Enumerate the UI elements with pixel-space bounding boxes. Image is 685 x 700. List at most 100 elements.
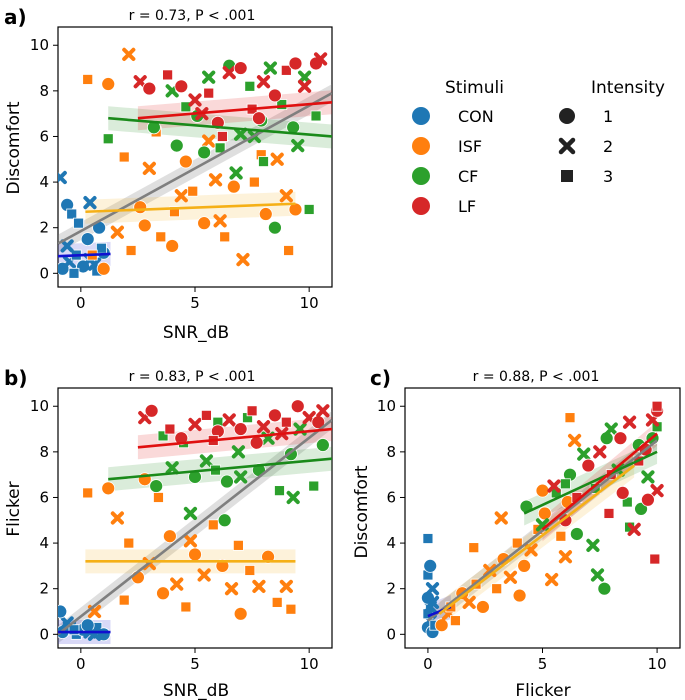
point-lf [288, 56, 303, 71]
point-isf [142, 161, 156, 176]
point-cf [560, 478, 571, 490]
point-lf [268, 88, 282, 103]
point-cf [303, 204, 315, 215]
point-lf [222, 413, 236, 427]
panel-c-x-label: Flicker [515, 681, 570, 700]
point-isf [252, 579, 266, 594]
legend-con-label: CON [458, 107, 494, 126]
point-isf [202, 134, 216, 148]
panel-c: c) r = 0.88, P < .001 0 5 10 0 2 4 6 8 10 Flicke… [352, 366, 681, 700]
point-isf [517, 558, 532, 573]
y-tick-label: 8 [386, 443, 396, 461]
point-con [95, 242, 107, 254]
point-isf [567, 433, 582, 448]
point-lf [650, 484, 664, 498]
point-cf [291, 138, 305, 153]
y-tick-label: 6 [386, 488, 396, 506]
point-isf [503, 570, 518, 584]
panel-a: a) r = 0.73, P < .001 0 5 10 0 2 4 6 8 10 SNR_dB… [4, 5, 333, 343]
y-tick-label: 0 [39, 264, 49, 282]
point-isf [215, 558, 230, 573]
point-isf [162, 529, 177, 544]
point-isf [187, 185, 199, 197]
point-isf [555, 530, 567, 542]
y-tick-label: 8 [39, 82, 49, 100]
legend-intensity-3-label: 3 [603, 167, 613, 186]
point-isf [494, 511, 508, 525]
point-cf [276, 99, 288, 110]
point-lf [316, 404, 330, 418]
point-cf [263, 61, 277, 75]
panel-a-plot-area: 0 5 10 0 2 4 6 8 10 [30, 26, 333, 312]
y-tick-label: 6 [39, 127, 49, 145]
y-tick-label: 10 [377, 397, 396, 415]
point-lf [290, 399, 305, 414]
legend-isf-swatch [412, 137, 430, 155]
point-lf [164, 423, 176, 435]
point-isf [535, 483, 550, 498]
point-cf [202, 70, 216, 84]
fit-line-cf [108, 457, 332, 481]
y-tick-label: 2 [39, 580, 49, 598]
point-lf [188, 417, 202, 432]
x-tick-label: 0 [76, 294, 86, 312]
point-isf [123, 537, 135, 549]
point-cf [268, 220, 282, 235]
point-isf [125, 245, 137, 256]
point-lf [222, 66, 236, 80]
legend-circle-marker [559, 108, 575, 124]
legend-stimuli-entry-lf: LF [412, 197, 476, 216]
point-cf [597, 581, 612, 596]
point-isf [133, 200, 148, 215]
overall-fit-line [58, 418, 332, 636]
point-isf [188, 547, 202, 562]
point-cf [102, 133, 114, 145]
point-lf [256, 420, 271, 434]
y-tick-label: 4 [386, 534, 396, 552]
point-lf [162, 69, 174, 81]
point-isf [82, 74, 94, 85]
point-isf [137, 218, 152, 233]
point-isf [180, 601, 192, 613]
point-cf [157, 430, 169, 442]
point-con [66, 208, 78, 220]
point-isf [545, 572, 559, 587]
point-cf [604, 422, 618, 436]
point-lf [174, 431, 189, 446]
point-cf [586, 538, 600, 552]
point-lf [627, 522, 641, 537]
point-isf [491, 583, 503, 595]
panel-a-y-label: Discomfort [4, 101, 24, 194]
point-lf [298, 79, 312, 93]
point-isf [118, 151, 130, 163]
point-cf [298, 70, 312, 84]
legend-intensity-entry-2: 2 [558, 137, 613, 156]
legend-stimuli-entry-con: CON [412, 107, 494, 126]
y-tick-label: 4 [39, 534, 49, 552]
point-con [68, 267, 80, 279]
y-tick-label: 8 [39, 443, 49, 461]
legend-con-swatch [412, 107, 430, 125]
point-cf [258, 156, 269, 167]
fit-line-lf [137, 427, 332, 449]
point-isf [207, 519, 219, 531]
point-cf [234, 470, 248, 484]
point-cf [308, 480, 320, 492]
point-lf [280, 64, 292, 76]
point-isf [122, 47, 136, 61]
point-cf [310, 110, 322, 122]
overall-fit-line [58, 92, 332, 245]
point-cf [577, 447, 591, 461]
point-isf [82, 487, 94, 499]
point-con [83, 196, 97, 210]
point-isf [233, 606, 248, 621]
point-isf [165, 239, 180, 253]
point-lf [581, 458, 596, 473]
y-tick-label: 4 [39, 173, 49, 191]
point-cf [214, 142, 226, 154]
point-isf [153, 492, 164, 503]
x-tick-label: 5 [190, 294, 200, 312]
y-tick-label: 6 [39, 488, 49, 506]
point-isf [183, 534, 198, 548]
